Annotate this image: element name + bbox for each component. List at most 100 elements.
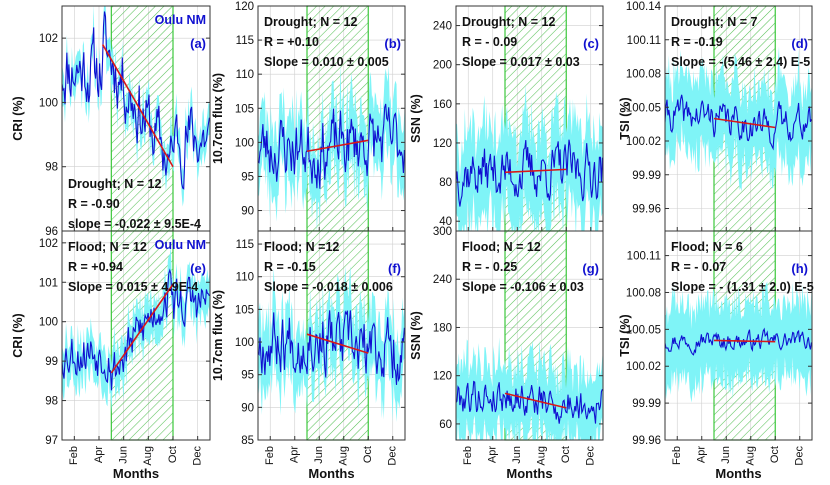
plot-frame xyxy=(664,230,813,441)
y-tick-label: 90 xyxy=(241,206,254,218)
annotation-line: R = -0.15 xyxy=(264,260,316,274)
series-line xyxy=(62,268,210,391)
y-tick-label: 100.08 xyxy=(626,69,661,81)
trend-line xyxy=(110,283,174,374)
y-axis-label: TSI (%) xyxy=(618,97,632,139)
y-tick-label: 98 xyxy=(45,162,58,174)
x-tick-label: Dec xyxy=(387,446,399,466)
x-tick-label: Jun xyxy=(511,446,523,464)
y-tick-label: 110 xyxy=(236,69,254,81)
series-line xyxy=(258,103,405,189)
panel-e: 97 98 99 100 101 102 Feb Apr Jun Aug Oct Dec Months C… xyxy=(11,230,211,481)
annotation-line: Slope = 0.010 ± 0.005 xyxy=(264,55,389,69)
x-tick-label: Aug xyxy=(142,446,154,466)
panel-g: 60 120 180 240 300 Feb Apr Jun Aug Oct Dec Months SS… xyxy=(409,226,604,481)
y-tick-label: 100.02 xyxy=(626,361,661,373)
y-tick-label: 40 xyxy=(439,216,452,228)
annotation-line: Flood; N = 6 xyxy=(671,240,743,254)
x-tick-label: Jun xyxy=(720,446,732,464)
annotation-line: Slope = - (1.31 ± 2.0) E-5 xyxy=(671,280,814,294)
y-tick-label: 95 xyxy=(241,171,254,183)
y-tick-label: 105 xyxy=(235,304,254,316)
series-group xyxy=(456,84,603,231)
panel-label: (d) xyxy=(791,36,808,51)
annotation-line: Flood; N = 12 xyxy=(68,240,147,254)
annotation-line: Slope = -0.018 ± 0.006 xyxy=(264,280,393,294)
y-tick-label: 200 xyxy=(433,60,452,72)
x-axis-label: Months xyxy=(113,466,159,481)
panel-label: (a) xyxy=(190,36,206,51)
trend-line xyxy=(306,333,369,354)
y-axis-label: 10.7cm flux (%) xyxy=(211,73,225,164)
x-axis-label: Months xyxy=(506,466,552,481)
annotation-line: Flood; N = 12 xyxy=(462,240,541,254)
series-line xyxy=(665,327,812,356)
series-group xyxy=(456,337,603,440)
y-tick-label: 101 xyxy=(39,277,58,289)
panel-label: (g) xyxy=(582,261,599,276)
y-tick-label: 100 xyxy=(235,337,254,349)
x-tick-label: Aug xyxy=(745,446,757,466)
x-tick-label: Oct xyxy=(362,446,374,463)
y-axis-label: CRI (%) xyxy=(11,313,25,357)
y-tick-label: 85 xyxy=(241,435,254,447)
y-axis-label: TSI (%) xyxy=(618,314,632,356)
x-tick-label: Jun xyxy=(118,446,130,464)
panel-d: 99.96 99.99 100.02 100.05 100.08 100.11 100.14… xyxy=(618,1,813,232)
x-axis-label: Months xyxy=(715,466,761,481)
annotation-line: R = - 0.07 xyxy=(671,260,726,274)
trend-line xyxy=(713,117,776,129)
annotation-line: Drought; N = 12 xyxy=(68,177,161,191)
series-group xyxy=(665,46,812,192)
y-tick-label: 240 xyxy=(433,21,452,33)
x-tick-label: Feb xyxy=(462,446,474,465)
y-tick-label: 96 xyxy=(45,226,58,238)
x-tick-label: Feb xyxy=(264,446,276,465)
annotation-line: Slope = 0.015 ± 4.9E-4 xyxy=(68,280,198,294)
y-tick-label: 100.02 xyxy=(626,136,661,148)
annotation-line: R = - 0.09 xyxy=(462,35,517,49)
x-tick-label: Dec xyxy=(192,446,204,466)
x-tick-label: Apr xyxy=(487,446,499,463)
station-label: Oulu NM xyxy=(155,238,206,252)
annotation-line: slope = -0.022 ± 9.5E-4 xyxy=(68,217,201,231)
y-axis-label: SSN (%) xyxy=(409,311,423,360)
annotation-line: Slope = -0.106 ± 0.03 xyxy=(462,280,584,294)
x-tick-label: Dec xyxy=(794,446,806,466)
x-tick-label: Feb xyxy=(671,446,683,465)
station-label: Oulu NM xyxy=(155,13,206,27)
panel-c: 40 80 120 160 200 240 SSN (%) Drought; N = 12 R … xyxy=(409,5,604,232)
panel-label: (b) xyxy=(384,36,401,51)
annotation-line: Drought; N = 12 xyxy=(264,15,357,29)
y-tick-label: 100 xyxy=(235,137,254,149)
trend-line xyxy=(504,392,567,409)
series-line xyxy=(258,310,405,385)
series-line xyxy=(62,11,210,190)
panel-label: (c) xyxy=(583,36,599,51)
x-axis-label: Months xyxy=(308,466,354,481)
y-tick-label: 80 xyxy=(439,177,452,189)
x-tick-label: Feb xyxy=(68,446,80,465)
annotation-line: Slope = 0.017 ± 0.03 xyxy=(462,55,580,69)
trend-line xyxy=(504,168,567,174)
annotation-line: Flood; N =12 xyxy=(264,240,339,254)
y-tick-label: 100.11 xyxy=(627,251,661,263)
annotation-line: R = -0.90 xyxy=(68,197,120,211)
plot-frame xyxy=(61,230,211,441)
series-line xyxy=(456,139,603,207)
y-tick-label: 102 xyxy=(39,238,58,250)
series-line xyxy=(456,380,603,424)
error-band xyxy=(456,337,603,440)
y-tick-label: 120 xyxy=(433,138,452,150)
y-axis-label: SSN (%) xyxy=(409,94,423,143)
series-group xyxy=(62,6,210,207)
y-tick-label: 160 xyxy=(433,99,452,111)
y-tick-label: 98 xyxy=(45,396,58,408)
y-tick-label: 100.05 xyxy=(626,102,661,114)
x-tick-label: Apr xyxy=(93,446,105,463)
panel-label: (e) xyxy=(190,261,206,276)
plot-frame xyxy=(257,230,406,441)
panel-h: 99.96 99.99 100.02 100.05 100.08 100.11 Feb Apr… xyxy=(618,230,814,481)
y-tick-label: 90 xyxy=(241,402,254,414)
